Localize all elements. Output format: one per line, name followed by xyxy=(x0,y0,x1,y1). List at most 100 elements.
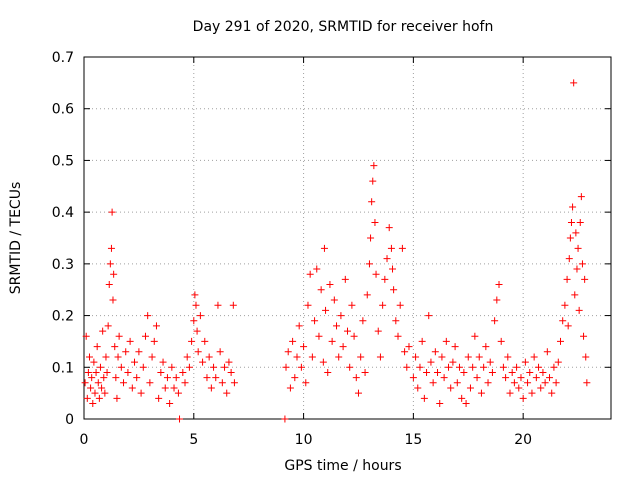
data-point xyxy=(530,353,538,361)
data-point xyxy=(354,389,362,397)
data-point xyxy=(571,291,579,299)
data-point xyxy=(471,332,479,340)
data-point xyxy=(539,368,547,376)
data-point xyxy=(155,394,163,402)
data-point xyxy=(166,399,174,407)
data-point xyxy=(326,281,334,289)
data-point xyxy=(311,317,319,325)
data-point xyxy=(218,379,226,387)
data-point xyxy=(108,208,116,216)
x-tick-label: 10 xyxy=(295,432,313,448)
data-point xyxy=(104,322,112,330)
y-tick-label: 0.4 xyxy=(52,205,74,221)
data-point xyxy=(563,275,571,283)
data-point xyxy=(488,368,496,376)
data-point xyxy=(508,368,516,376)
data-point xyxy=(361,368,369,376)
data-point xyxy=(416,363,424,371)
data-point xyxy=(427,358,435,366)
data-point xyxy=(126,337,134,345)
data-point xyxy=(578,260,586,268)
data-point xyxy=(458,394,466,402)
data-point xyxy=(98,384,106,392)
data-point xyxy=(436,399,444,407)
data-point xyxy=(188,337,196,345)
data-point xyxy=(392,317,400,325)
data-point xyxy=(561,301,569,309)
data-point xyxy=(418,337,426,345)
data-point xyxy=(83,394,91,402)
data-point xyxy=(504,353,512,361)
y-axis-label: SRMTID / TECUs xyxy=(8,182,24,295)
data-point xyxy=(524,379,532,387)
x-axis-label: GPS time / hours xyxy=(284,458,401,474)
data-point xyxy=(460,368,468,376)
data-point xyxy=(144,312,152,320)
data-point xyxy=(192,301,200,309)
data-point xyxy=(374,327,382,335)
data-point xyxy=(293,353,301,361)
data-point xyxy=(176,415,184,423)
data-point xyxy=(469,363,477,371)
data-point xyxy=(368,198,376,206)
x-tick-label: 20 xyxy=(514,432,532,448)
data-point xyxy=(337,312,345,320)
data-point xyxy=(300,343,308,351)
data-point xyxy=(581,275,589,283)
data-point xyxy=(359,317,367,325)
data-point xyxy=(438,353,446,361)
plot-frame xyxy=(83,56,612,420)
data-point xyxy=(567,218,575,226)
data-point xyxy=(333,322,341,330)
data-point xyxy=(495,281,503,289)
data-point xyxy=(548,389,556,397)
y-tick-label: 0.5 xyxy=(52,153,74,169)
data-point xyxy=(106,260,114,268)
data-point xyxy=(319,358,327,366)
data-point xyxy=(466,384,474,392)
data-point xyxy=(541,379,549,387)
data-point xyxy=(286,384,294,392)
data-point xyxy=(543,348,551,356)
data-point xyxy=(473,374,481,382)
data-point xyxy=(390,286,398,294)
data-point xyxy=(152,322,160,330)
data-point xyxy=(191,291,199,299)
data-point xyxy=(112,374,120,382)
data-point xyxy=(96,363,104,371)
data-point xyxy=(367,234,375,242)
data-point xyxy=(339,343,347,351)
data-point xyxy=(308,353,316,361)
data-point xyxy=(515,384,523,392)
data-point xyxy=(497,337,505,345)
data-point xyxy=(535,363,543,371)
data-point xyxy=(131,358,139,366)
data-point xyxy=(554,358,562,366)
data-point xyxy=(174,389,182,397)
data-point xyxy=(573,265,581,273)
data-point xyxy=(199,358,207,366)
x-tick-label: 5 xyxy=(189,432,198,448)
data-point xyxy=(203,374,211,382)
data-point xyxy=(477,389,485,397)
data-point xyxy=(230,379,238,387)
data-point xyxy=(107,244,115,252)
data-point xyxy=(526,368,534,376)
data-point xyxy=(566,234,574,242)
data-point xyxy=(403,363,411,371)
data-point xyxy=(227,368,235,376)
data-point xyxy=(532,374,540,382)
data-point xyxy=(519,394,527,402)
data-point xyxy=(482,343,490,351)
data-point xyxy=(556,337,564,345)
data-point xyxy=(381,275,389,283)
data-point xyxy=(115,332,123,340)
data-point xyxy=(449,358,457,366)
data-point xyxy=(464,353,472,361)
data-point xyxy=(577,193,585,201)
data-point xyxy=(363,291,371,299)
data-point xyxy=(379,301,387,309)
data-point xyxy=(394,332,402,340)
data-point xyxy=(521,358,529,366)
data-point xyxy=(141,332,149,340)
